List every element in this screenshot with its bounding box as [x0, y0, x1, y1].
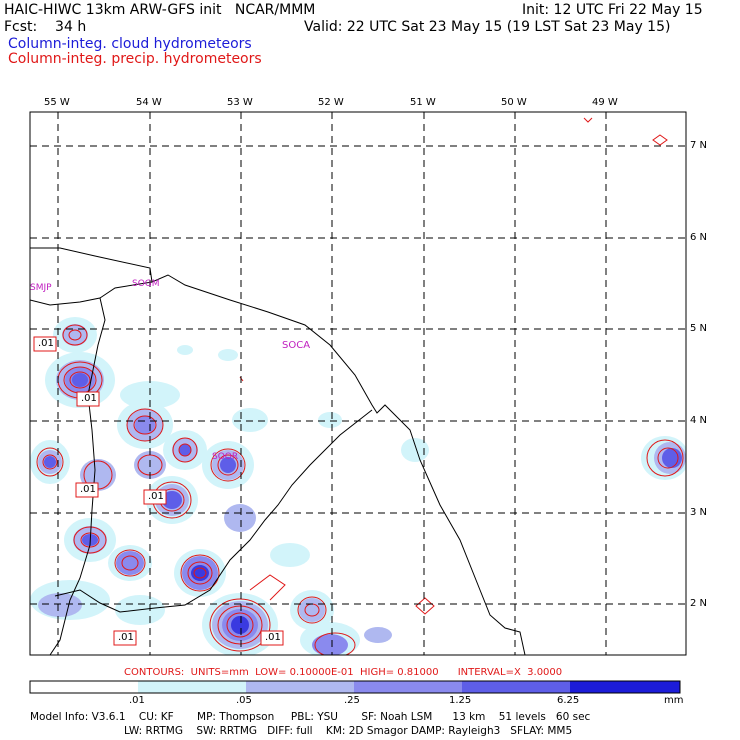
- contour-label: .01: [38, 338, 54, 349]
- colorbar-tick: 6.25: [557, 695, 580, 706]
- lat-label: 5 N: [690, 323, 708, 334]
- forecast-hour: Fcst: 34 h: [4, 19, 87, 35]
- station-label-soca: SOCA: [282, 340, 311, 351]
- init-time: Init: 12 UTC Fri 22 May 15: [522, 2, 703, 18]
- field-precip-label: Column-integ. precip. hydrometeors: [8, 51, 262, 67]
- plot-frame: [29, 111, 687, 656]
- station-label-smjp: SMJP: [30, 283, 52, 293]
- lat-label: 4 N: [690, 415, 708, 426]
- colorbar-tick: 1.25: [449, 695, 472, 706]
- lat-label: 3 N: [690, 507, 708, 518]
- model-info-line2: LW: RRTMG SW: RRTMG DIFF: full KM: 2D Sm…: [124, 725, 573, 737]
- lat-label: 7 N: [690, 140, 708, 151]
- lat-label: 6 N: [690, 232, 708, 243]
- contour-label: .01: [81, 393, 97, 404]
- station-label-sogm: SOGM: [132, 279, 160, 289]
- plot-title: HAIC-HIWC 13km ARW-GFS init NCAR/MMM: [4, 2, 316, 18]
- colorbar-tick: .25: [344, 695, 360, 706]
- model-info-line1: Model Info: V3.6.1 CU: KF MP: Thompson P…: [30, 711, 591, 723]
- colorbar-bin: [570, 681, 680, 693]
- contour-label: .01: [265, 632, 281, 643]
- colorbar-bin: [462, 681, 570, 693]
- station-label-soor: SOOR: [212, 452, 239, 462]
- colorbar-bin: [30, 681, 138, 693]
- lon-label: 52 W: [318, 97, 344, 108]
- contours-info: CONTOURS: UNITS=mm LOW= 0.10000E-01 HIGH…: [124, 667, 563, 678]
- lon-label: 50 W: [501, 97, 527, 108]
- lat-label: 2 N: [690, 598, 708, 609]
- contour-label-boxes: [33, 336, 284, 646]
- valid-time: Valid: 22 UTC Sat 23 May 15 (19 LST Sat …: [304, 19, 671, 35]
- cloud-shading: [30, 317, 686, 655]
- lon-label: 54 W: [136, 97, 162, 108]
- lon-label: 51 W: [410, 97, 436, 108]
- colorbar-tick: .01: [129, 695, 145, 706]
- lon-label: 49 W: [592, 97, 618, 108]
- contour-label: .01: [80, 484, 96, 495]
- lat-lon-grid: [30, 112, 686, 655]
- contour-label: .01: [118, 632, 134, 643]
- colorbar-units: mm: [664, 695, 684, 706]
- field-cloud-label: Column-integ. cloud hydrometeors: [8, 36, 252, 52]
- contour-label: .01: [148, 491, 164, 502]
- lon-label: 55 W: [44, 97, 70, 108]
- coastline: [30, 247, 526, 655]
- colorbar-bin: [354, 681, 462, 693]
- colorbar-bin: [138, 681, 246, 693]
- colorbar-tick: .05: [236, 695, 252, 706]
- lon-label: 53 W: [227, 97, 253, 108]
- colorbar-bin: [246, 681, 354, 693]
